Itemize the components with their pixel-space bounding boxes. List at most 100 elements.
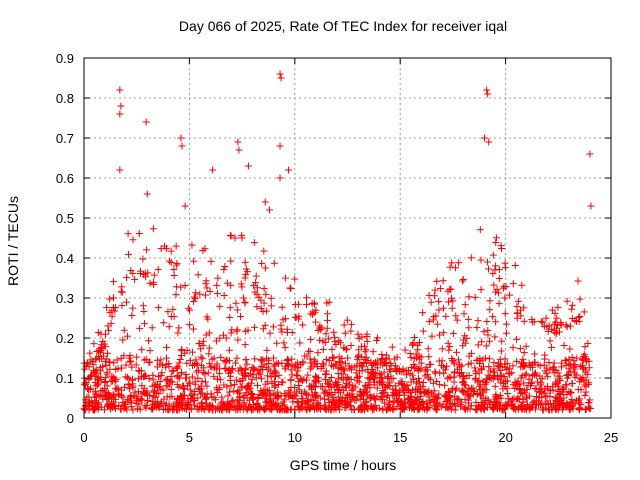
data-point <box>322 355 330 363</box>
data-point <box>272 368 280 376</box>
data-point <box>265 356 273 364</box>
data-point <box>340 344 348 352</box>
data-point <box>290 383 298 391</box>
data-point <box>528 315 536 323</box>
data-point <box>464 315 472 323</box>
data-point <box>162 382 170 390</box>
data-point <box>94 401 102 409</box>
data-point <box>443 362 451 370</box>
data-point <box>446 391 454 399</box>
data-point <box>263 346 271 354</box>
data-point <box>227 232 235 240</box>
data-point <box>207 258 215 266</box>
data-point <box>332 405 340 413</box>
data-point <box>270 369 278 377</box>
data-point <box>250 364 258 372</box>
data-point <box>376 370 384 378</box>
data-point <box>564 371 572 379</box>
data-point <box>120 326 128 334</box>
data-point <box>264 372 272 380</box>
data-point <box>291 275 299 283</box>
data-point <box>303 399 311 407</box>
data-point <box>479 405 487 413</box>
data-point <box>452 312 460 320</box>
data-point <box>512 381 520 389</box>
data-point <box>372 361 380 369</box>
data-point <box>295 402 303 410</box>
data-point <box>576 295 584 303</box>
x-axis-label: GPS time / hours <box>290 457 397 473</box>
data-point <box>477 256 485 264</box>
data-point <box>344 354 352 362</box>
data-point <box>345 364 353 372</box>
data-point <box>299 321 307 329</box>
y-axis-label: ROTI / TECUs <box>5 196 21 286</box>
data-point <box>294 372 302 380</box>
data-point <box>191 294 199 302</box>
data-point <box>227 382 235 390</box>
data-point <box>131 275 139 283</box>
data-point <box>96 367 104 375</box>
data-point <box>421 372 429 380</box>
data-point <box>149 371 157 379</box>
data-point <box>445 346 453 354</box>
data-point <box>162 405 170 413</box>
data-point <box>192 356 200 364</box>
data-point <box>222 334 230 342</box>
data-point <box>291 314 299 322</box>
data-point <box>142 371 150 379</box>
data-point <box>100 352 108 360</box>
data-point <box>329 393 337 401</box>
data-point <box>340 321 348 329</box>
data-point <box>518 281 526 289</box>
data-point <box>519 362 527 370</box>
data-point <box>190 257 198 265</box>
data-point <box>478 401 486 409</box>
data-point <box>241 299 249 307</box>
data-point <box>198 399 206 407</box>
x-tick-label: 25 <box>604 430 618 445</box>
data-point <box>370 378 378 386</box>
data-point <box>563 371 571 379</box>
data-point <box>222 365 230 373</box>
data-point <box>244 162 252 170</box>
data-point <box>355 372 363 380</box>
data-point <box>489 375 497 383</box>
data-point <box>447 374 455 382</box>
data-point <box>85 386 93 394</box>
data-point <box>228 366 236 374</box>
data-point <box>284 166 292 174</box>
data-point <box>148 324 156 332</box>
data-point <box>260 247 268 255</box>
data-point <box>562 381 570 389</box>
axis-ticks: 0 0.1 0.2 0.3 0.4 0.5 0.6 0.7 0.8 0.9 0 5 10 15 20 25 <box>56 51 618 445</box>
data-point <box>513 335 521 343</box>
data-point <box>163 354 171 362</box>
data-point <box>477 286 485 294</box>
data-point <box>327 373 335 381</box>
data-point <box>385 381 393 389</box>
data-point <box>157 385 165 393</box>
data-point <box>586 150 594 158</box>
data-point <box>170 266 178 274</box>
data-point <box>497 242 505 250</box>
data-point <box>252 374 260 382</box>
data-point <box>213 290 221 298</box>
data-point <box>523 402 531 410</box>
data-point <box>435 298 443 306</box>
data-point <box>432 312 440 320</box>
data-point <box>474 317 482 325</box>
data-point <box>431 405 439 413</box>
data-point <box>531 350 539 358</box>
x-tick-label: 15 <box>393 430 407 445</box>
data-point <box>570 362 578 370</box>
data-point <box>445 388 453 396</box>
data-point <box>548 306 556 314</box>
data-point <box>97 376 105 384</box>
data-point <box>417 389 425 397</box>
data-point <box>436 381 444 389</box>
data-point <box>220 292 228 300</box>
data-point <box>115 401 123 409</box>
data-point <box>220 266 228 274</box>
data-point <box>172 242 180 250</box>
